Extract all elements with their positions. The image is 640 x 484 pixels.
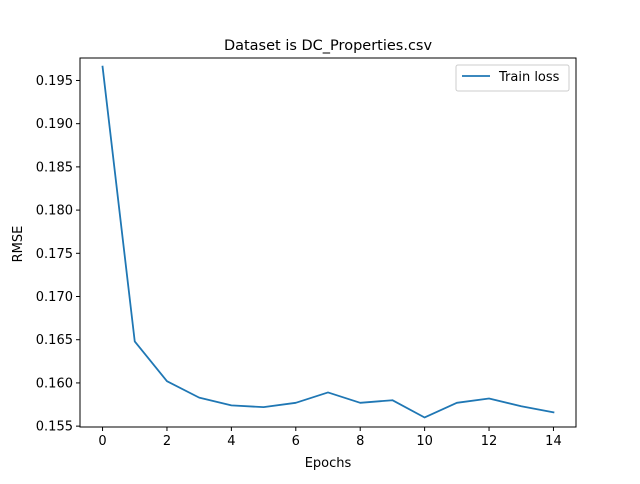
y-tick-label: 0.185 [36, 160, 73, 175]
x-tick-label: 2 [163, 434, 171, 449]
y-tick-label: 0.175 [36, 247, 73, 262]
y-tick-label: 0.170 [36, 290, 73, 305]
y-tick-label: 0.160 [36, 376, 73, 391]
chart-title: Dataset is DC_Properties.csv [224, 38, 433, 54]
y-tick-label: 0.180 [36, 204, 73, 219]
y-tick-label: 0.195 [36, 74, 73, 89]
y-tick-label: 0.165 [36, 333, 73, 348]
x-tick-label: 12 [481, 434, 498, 449]
x-tick-label: 4 [227, 434, 235, 449]
legend: Train loss [456, 65, 569, 91]
x-tick-label: 0 [98, 434, 106, 449]
y-tick-label: 0.190 [36, 117, 73, 132]
legend-label-train-loss: Train loss [498, 70, 560, 85]
x-tick-label: 8 [356, 434, 364, 449]
x-axis-label: Epochs [305, 456, 352, 471]
x-tick-label: 10 [416, 434, 433, 449]
y-axis-label: RMSE [11, 226, 26, 263]
y-tick-label: 0.155 [36, 420, 73, 435]
x-tick-label: 14 [545, 434, 562, 449]
x-tick-label: 6 [292, 434, 300, 449]
